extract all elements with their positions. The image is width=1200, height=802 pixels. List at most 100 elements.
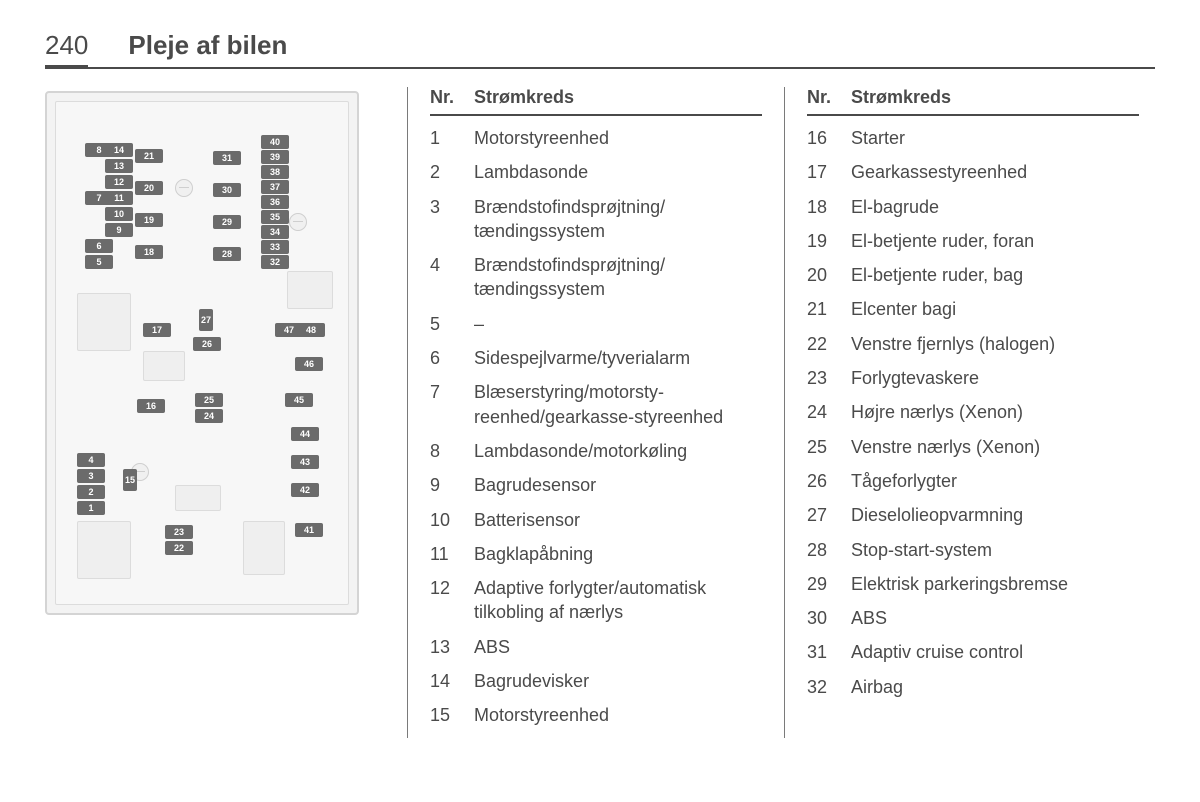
cell-circuit: Batterisensor bbox=[474, 508, 762, 532]
cell-circuit: ABS bbox=[851, 606, 1139, 630]
fuse-label: 37 bbox=[261, 180, 289, 194]
fuse-label: 20 bbox=[135, 181, 163, 195]
fuse-label: 27 bbox=[199, 309, 213, 331]
fuse-label: 22 bbox=[165, 541, 193, 555]
fuse-slot bbox=[175, 485, 221, 511]
cell-circuit: El-betjente ruder, bag bbox=[851, 263, 1139, 287]
fuse-label: 2 bbox=[77, 485, 105, 499]
fuse-label: 33 bbox=[261, 240, 289, 254]
fuse-slot bbox=[77, 521, 131, 579]
fuse-label: 12 bbox=[105, 175, 133, 189]
cell-circuit: ABS bbox=[474, 635, 762, 659]
content-columns: 1413121110987652120191831302928403938373… bbox=[45, 87, 1155, 738]
table-row: 28Stop-start-system bbox=[807, 538, 1139, 562]
cell-nr: 19 bbox=[807, 229, 851, 253]
header-nr: Nr. bbox=[807, 87, 851, 108]
fuse-label: 23 bbox=[165, 525, 193, 539]
rows-col1: 1Motorstyreenhed2Lambdasonde3Brændstofin… bbox=[430, 126, 762, 728]
fuse-label: 24 bbox=[195, 409, 223, 423]
fuse-label: 35 bbox=[261, 210, 289, 224]
fuse-label: 44 bbox=[291, 427, 319, 441]
cell-circuit: Forlygtevaskere bbox=[851, 366, 1139, 390]
table-row: 8Lambdasonde/motorkøling bbox=[430, 439, 762, 463]
table-row: 21Elcenter bagi bbox=[807, 297, 1139, 321]
fuse-label: 13 bbox=[105, 159, 133, 173]
table-row: 19El-betjente ruder, foran bbox=[807, 229, 1139, 253]
cell-circuit: Adaptive forlygter/automatisk tilkobling… bbox=[474, 576, 762, 625]
cell-nr: 8 bbox=[430, 439, 474, 463]
screw-icon bbox=[289, 213, 307, 231]
cell-nr: 18 bbox=[807, 195, 851, 219]
fuse-label: 3 bbox=[77, 469, 105, 483]
header-nr: Nr. bbox=[430, 87, 474, 108]
fuse-label: 36 bbox=[261, 195, 289, 209]
cell-nr: 27 bbox=[807, 503, 851, 527]
cell-nr: 24 bbox=[807, 400, 851, 424]
fuse-label: 28 bbox=[213, 247, 241, 261]
fuse-label: 1 bbox=[77, 501, 105, 515]
cell-nr: 28 bbox=[807, 538, 851, 562]
header-circuit: Strømkreds bbox=[474, 87, 762, 108]
cell-nr: 5 bbox=[430, 312, 474, 336]
table-row: 26Tågeforlygter bbox=[807, 469, 1139, 493]
fuse-label: 46 bbox=[295, 357, 323, 371]
circuits-column-2: Nr. Strømkreds 16Starter17Gearkassestyre… bbox=[791, 87, 1155, 738]
table-row: 7Blæserstyring/motorsty­reenhed/gearkass… bbox=[430, 380, 762, 429]
cell-circuit: Lambdasonde/motorkøling bbox=[474, 439, 762, 463]
table-row: 5– bbox=[430, 312, 762, 336]
table-row: 32Airbag bbox=[807, 675, 1139, 699]
cell-circuit: Tågeforlygter bbox=[851, 469, 1139, 493]
fuse-label: 31 bbox=[213, 151, 241, 165]
cell-circuit: Airbag bbox=[851, 675, 1139, 699]
table-row: 11Bagklapåbning bbox=[430, 542, 762, 566]
cell-circuit: Motorstyreenhed bbox=[474, 126, 762, 150]
table-row: 27Dieselolieopvarmning bbox=[807, 503, 1139, 527]
cell-nr: 17 bbox=[807, 160, 851, 184]
cell-nr: 29 bbox=[807, 572, 851, 596]
cell-circuit: El-bagrude bbox=[851, 195, 1139, 219]
fuse-label: 40 bbox=[261, 135, 289, 149]
fuse-label: 42 bbox=[291, 483, 319, 497]
fuse-label: 6 bbox=[85, 239, 113, 253]
cell-circuit: Bagrudevisker bbox=[474, 669, 762, 693]
cell-nr: 2 bbox=[430, 160, 474, 184]
fuse-label: 26 bbox=[193, 337, 221, 351]
table-row: 16Starter bbox=[807, 126, 1139, 150]
cell-nr: 22 bbox=[807, 332, 851, 356]
cell-circuit: – bbox=[474, 312, 762, 336]
fuse-label: 38 bbox=[261, 165, 289, 179]
fuse-label: 32 bbox=[261, 255, 289, 269]
table-row: 18El-bagrude bbox=[807, 195, 1139, 219]
cell-circuit: Motorstyreenhed bbox=[474, 703, 762, 727]
cell-nr: 25 bbox=[807, 435, 851, 459]
cell-nr: 7 bbox=[430, 380, 474, 429]
cell-nr: 26 bbox=[807, 469, 851, 493]
fuse-label: 25 bbox=[195, 393, 223, 407]
fuse-label: 19 bbox=[135, 213, 163, 227]
cell-nr: 1 bbox=[430, 126, 474, 150]
fuse-label: 9 bbox=[105, 223, 133, 237]
table-row: 31Adaptiv cruise control bbox=[807, 640, 1139, 664]
fuse-slot bbox=[287, 271, 333, 309]
fuse-label: 4 bbox=[77, 453, 105, 467]
cell-circuit: Venstre nærlys (Xenon) bbox=[851, 435, 1139, 459]
cell-nr: 3 bbox=[430, 195, 474, 244]
fuse-label: 29 bbox=[213, 215, 241, 229]
cell-circuit: Starter bbox=[851, 126, 1139, 150]
cell-circuit: Blæserstyring/motorsty­reenhed/gearkasse… bbox=[474, 380, 762, 429]
table-row: 12Adaptive forlygter/automatisk tilkobli… bbox=[430, 576, 762, 625]
rows-col2: 16Starter17Gearkassestyreenhed18El-bagru… bbox=[807, 126, 1139, 699]
table-row: 30ABS bbox=[807, 606, 1139, 630]
cell-nr: 31 bbox=[807, 640, 851, 664]
cell-circuit: Højre nærlys (Xenon) bbox=[851, 400, 1139, 424]
table-row: 4Brændstofindsprøjtning/ tændingssystem bbox=[430, 253, 762, 302]
cell-circuit: Brændstofindsprøjtning/ tændingssystem bbox=[474, 195, 762, 244]
cell-circuit: Brændstofindsprøjtning/ tændingssystem bbox=[474, 253, 762, 302]
cell-circuit: Lambdasonde bbox=[474, 160, 762, 184]
column-divider bbox=[784, 87, 785, 738]
cell-circuit: Venstre fjernlys (halogen) bbox=[851, 332, 1139, 356]
fuse-slot bbox=[243, 521, 285, 575]
screw-icon bbox=[175, 179, 193, 197]
cell-nr: 14 bbox=[430, 669, 474, 693]
table-row: 29Elektrisk parkeringsbremse bbox=[807, 572, 1139, 596]
